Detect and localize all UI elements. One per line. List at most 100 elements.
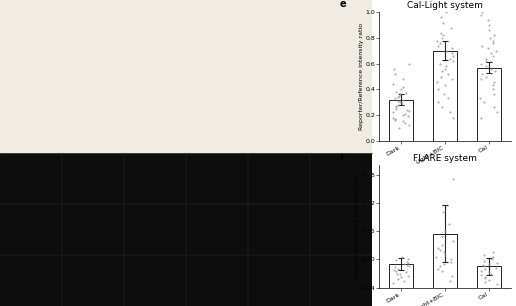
Point (438, 269, 446, 274)
Point (441, 83, 449, 88)
Point (485, 262, 493, 267)
Point (437, 74, 445, 79)
Point (393, 272, 401, 277)
Point (434, 7, 443, 12)
Point (405, 61, 413, 66)
Point (394, 102, 402, 107)
Point (436, 264, 444, 269)
Point (392, 258, 400, 263)
Point (448, 46, 457, 51)
Point (438, 233, 446, 238)
Point (478, 263, 487, 267)
Text: f: f (340, 153, 344, 163)
Point (403, 107, 411, 112)
Point (442, 64, 450, 69)
Point (394, 277, 402, 282)
Y-axis label: Reporter/Reference intensity ratio: Reporter/Reference intensity ratio (355, 173, 360, 280)
Bar (433, 233, 457, 306)
Point (401, 111, 409, 116)
Point (436, 41, 444, 46)
Point (444, 96, 453, 101)
Point (390, 267, 398, 272)
Point (480, 252, 489, 257)
Point (439, 210, 447, 215)
Point (399, 84, 407, 89)
Title: FLARE system: FLARE system (413, 154, 477, 163)
Point (481, 59, 490, 64)
Point (404, 257, 412, 262)
Point (397, 275, 406, 280)
Point (446, 3, 455, 8)
Point (447, 25, 455, 30)
Point (439, 33, 447, 38)
Point (434, 245, 443, 250)
Bar (477, 267, 501, 306)
Point (404, 114, 412, 119)
Point (490, 79, 498, 84)
Point (404, 274, 412, 278)
Point (399, 262, 408, 267)
Point (489, 250, 497, 255)
Point (482, 64, 490, 69)
Point (491, 69, 499, 74)
Point (444, 72, 452, 76)
Point (477, 268, 485, 273)
Point (448, 76, 456, 81)
Point (482, 56, 490, 61)
Point (448, 54, 457, 58)
Point (492, 265, 500, 270)
Point (480, 280, 489, 285)
Point (439, 20, 447, 25)
Point (449, 238, 457, 243)
Point (493, 282, 501, 286)
Point (391, 96, 399, 101)
Point (396, 100, 404, 105)
Point (392, 104, 400, 109)
Point (393, 266, 401, 271)
Point (489, 255, 497, 259)
Point (478, 72, 486, 76)
Point (437, 30, 445, 35)
Point (493, 260, 502, 265)
Point (395, 271, 404, 276)
Bar (433, 51, 457, 141)
Point (481, 267, 489, 272)
Point (389, 115, 397, 120)
Point (490, 105, 498, 110)
Point (393, 95, 401, 99)
Point (485, 270, 493, 274)
Point (476, 96, 485, 101)
Point (477, 76, 486, 81)
Point (392, 89, 400, 94)
Point (444, 222, 453, 226)
Point (436, 248, 444, 252)
Point (487, 66, 495, 71)
Point (448, 274, 456, 278)
Point (487, 51, 495, 56)
Point (449, 59, 457, 64)
Point (441, 66, 449, 71)
Point (449, 115, 457, 120)
Point (479, 100, 488, 105)
Point (434, 100, 442, 105)
Y-axis label: Reporter/Reference intensity ratio: Reporter/Reference intensity ratio (359, 23, 364, 130)
Point (401, 120, 409, 125)
Point (480, 259, 489, 264)
Point (440, 262, 448, 267)
Point (443, 48, 451, 53)
Point (489, 83, 497, 88)
Point (401, 270, 410, 274)
Point (402, 263, 411, 267)
Point (432, 255, 441, 259)
Point (434, 43, 442, 48)
Point (402, 259, 411, 264)
Point (448, 51, 456, 56)
Point (399, 278, 408, 283)
Point (487, 271, 495, 276)
Point (395, 125, 403, 130)
Title: Cal-Light system: Cal-Light system (407, 1, 483, 10)
Point (483, 17, 492, 22)
Point (405, 109, 413, 114)
Point (478, 43, 487, 48)
Point (396, 92, 405, 97)
